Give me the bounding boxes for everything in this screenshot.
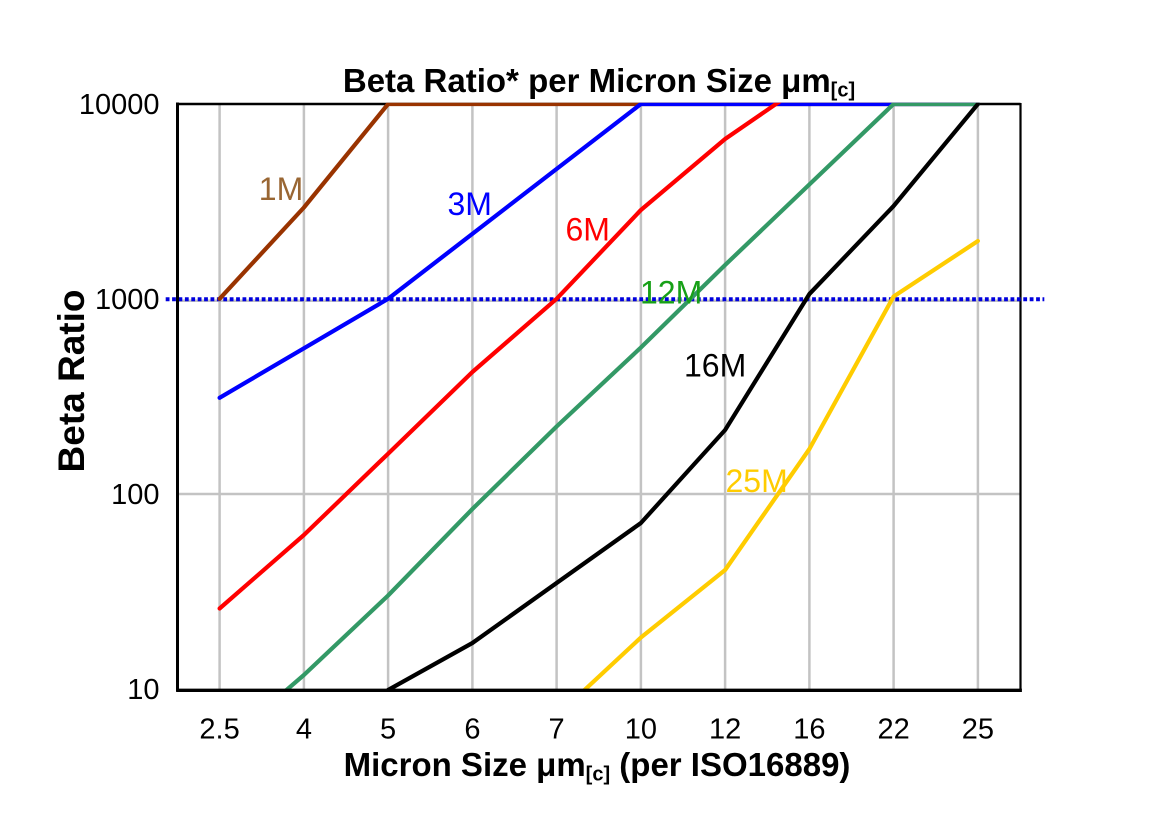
svg-text:10: 10 (625, 714, 657, 746)
svg-text:1M: 1M (259, 171, 303, 207)
svg-text:Beta Ratio: Beta Ratio (51, 290, 92, 473)
svg-text:6: 6 (464, 714, 480, 746)
svg-text:100: 100 (111, 479, 159, 511)
svg-text:4: 4 (296, 714, 312, 746)
svg-text:12: 12 (709, 714, 741, 746)
svg-text:10000: 10000 (79, 89, 160, 121)
svg-text:16: 16 (793, 714, 825, 746)
svg-text:6M: 6M (566, 212, 610, 248)
svg-text:10: 10 (127, 674, 159, 706)
svg-text:3M: 3M (448, 186, 492, 222)
svg-text:Beta Ratio* per Micron Size μm: Beta Ratio* per Micron Size μm[c] (343, 62, 855, 102)
svg-text:12M: 12M (640, 274, 702, 310)
svg-text:2.5: 2.5 (199, 714, 239, 746)
svg-text:5: 5 (380, 714, 396, 746)
svg-text:25M: 25M (726, 463, 788, 499)
svg-text:7: 7 (549, 714, 565, 746)
svg-text:22: 22 (877, 714, 909, 746)
svg-text:Micron Size μm[c] (per ISO1688: Micron Size μm[c] (per ISO16889) (344, 746, 851, 786)
svg-text:25: 25 (962, 714, 994, 746)
svg-text:1000: 1000 (95, 284, 160, 316)
svg-text:16M: 16M (684, 347, 746, 383)
